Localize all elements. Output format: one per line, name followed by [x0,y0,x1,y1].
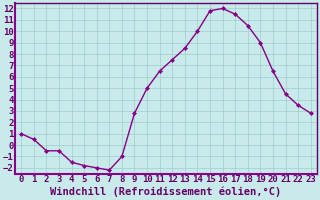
X-axis label: Windchill (Refroidissement éolien,°C): Windchill (Refroidissement éolien,°C) [50,187,282,197]
